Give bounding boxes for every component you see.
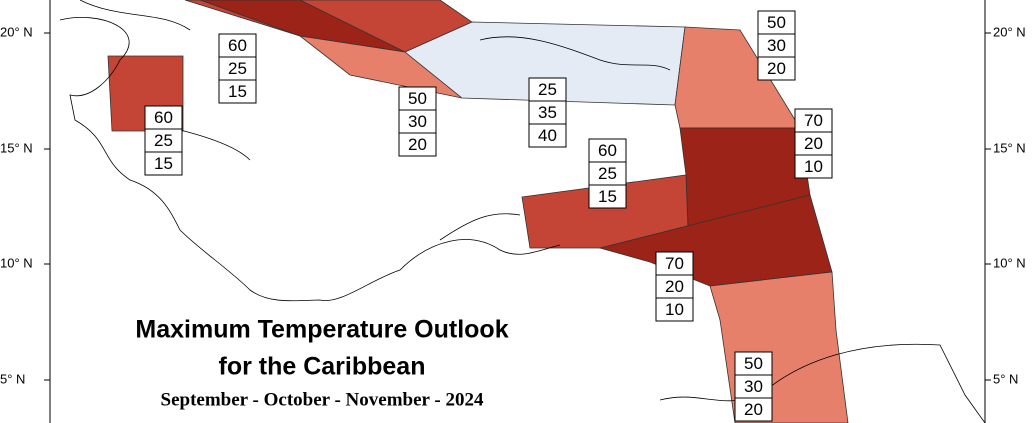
probability-label: 70 (665, 254, 684, 273)
title-line2: for the Caribbean (219, 353, 426, 381)
probability-label: 25 (538, 80, 557, 99)
region (709, 271, 849, 423)
probability-label: 25 (598, 164, 617, 183)
lat-label: 15° N (993, 140, 1026, 155)
probability-label: 20 (665, 277, 684, 296)
probability-boxes: 60 25 15 60 25 15 50 30 20 25 35 40 60 25 15 50 30 20 70 20… (144, 10, 833, 422)
subtitle: September - October - November - 2024 (161, 389, 484, 410)
probability-label: 20 (408, 135, 427, 154)
lat-label: 5° N (993, 371, 1018, 386)
probability-label: 60 (228, 36, 247, 55)
probability-box (588, 184, 627, 209)
probability-label: 10 (665, 300, 684, 319)
probability-box (794, 154, 833, 179)
probability-label: 20 (767, 59, 786, 78)
frame (49, 0, 986, 423)
lat-labels-left: 20° N 15° N 10° N 5° N (0, 24, 50, 386)
probability-box (734, 397, 773, 422)
lat-labels-right: 20° N 15° N 10° N 5° N (985, 24, 1026, 386)
lat-label: 20° N (993, 24, 1026, 39)
probability-label: 20 (744, 400, 763, 419)
probability-label: 50 (408, 89, 427, 108)
probability-label: 30 (767, 36, 786, 55)
coastline (59, 17, 561, 302)
probability-label: 50 (744, 354, 763, 373)
coastline (179, 129, 521, 241)
probability-box (757, 56, 796, 81)
lat-label: 10° N (993, 255, 1026, 270)
probability-label: 15 (598, 187, 617, 206)
probability-label: 60 (154, 108, 173, 127)
lat-label: 5° N (0, 371, 25, 386)
regions (107, 0, 849, 423)
coastline (659, 343, 986, 423)
lat-label: 20° N (0, 24, 33, 39)
probability-label: 25 (154, 131, 173, 150)
probability-label: 60 (598, 141, 617, 160)
probability-box (655, 297, 694, 322)
probability-label: 35 (538, 103, 557, 122)
probability-label: 15 (154, 154, 173, 173)
probability-label: 30 (744, 377, 763, 396)
probability-box (528, 123, 567, 148)
title: Maximum Temperature Outlook (135, 316, 508, 344)
probability-label: 70 (804, 111, 823, 130)
probability-label: 15 (228, 82, 247, 101)
probability-box (144, 151, 183, 176)
probability-label: 20 (804, 134, 823, 153)
probability-label: 40 (538, 126, 557, 145)
probability-box (398, 132, 437, 157)
probability-box (218, 79, 257, 104)
probability-label: 30 (408, 112, 427, 131)
lat-label: 10° N (0, 255, 33, 270)
coastline (79, 0, 671, 71)
probability-label: 50 (767, 13, 786, 32)
probability-label: 10 (804, 157, 823, 176)
probability-label: 25 (228, 59, 247, 78)
lat-label: 15° N (0, 140, 33, 155)
coastlines (59, 0, 986, 423)
